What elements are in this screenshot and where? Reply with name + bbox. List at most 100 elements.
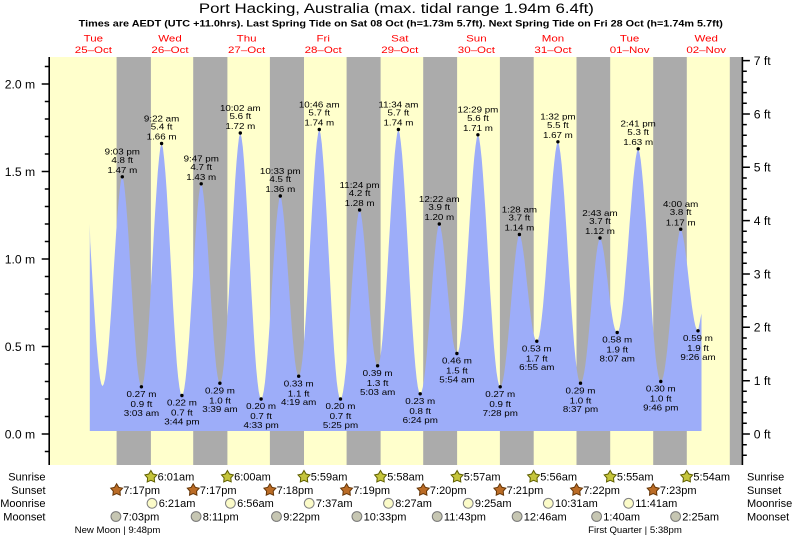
svg-text:Times are AEDT (UTC +11.0hrs).: Times are AEDT (UTC +11.0hrs). Last Spri… — [79, 19, 723, 29]
svg-text:0.7 ft: 0.7 ft — [171, 409, 193, 418]
svg-text:7:18pm: 7:18pm — [277, 485, 314, 497]
svg-text:6:56am: 6:56am — [237, 498, 274, 510]
svg-text:1.5 ft: 1.5 ft — [446, 367, 468, 376]
svg-text:5:59am: 5:59am — [311, 472, 348, 484]
svg-text:0.27 m: 0.27 m — [485, 390, 515, 399]
svg-text:2:25am: 2:25am — [682, 511, 719, 523]
svg-text:12:22 am: 12:22 am — [419, 195, 460, 204]
svg-text:5.4 ft: 5.4 ft — [151, 122, 173, 131]
svg-text:Sunset: Sunset — [11, 485, 45, 497]
svg-text:5.7 ft: 5.7 ft — [308, 108, 330, 117]
svg-text:5 ft: 5 ft — [754, 161, 772, 175]
svg-text:10:02 am: 10:02 am — [220, 104, 261, 113]
svg-text:8:37 pm: 8:37 pm — [563, 405, 598, 414]
svg-text:1.0 ft: 1.0 ft — [570, 396, 592, 405]
svg-text:4 ft: 4 ft — [754, 214, 772, 228]
svg-text:5:57am: 5:57am — [464, 472, 501, 484]
svg-text:26–Oct: 26–Oct — [151, 46, 188, 56]
svg-text:2.0 m: 2.0 m — [5, 77, 35, 91]
svg-text:0.27 m: 0.27 m — [126, 390, 156, 399]
svg-text:Fri: Fri — [316, 34, 329, 44]
svg-text:Sun: Sun — [466, 34, 487, 44]
svg-text:0.53 m: 0.53 m — [522, 344, 552, 353]
svg-text:9:22pm: 9:22pm — [283, 511, 320, 523]
svg-text:7:37am: 7:37am — [316, 498, 353, 510]
svg-text:11:34 am: 11:34 am — [378, 100, 418, 109]
svg-text:3.9 ft: 3.9 ft — [428, 203, 450, 212]
svg-text:0.30 m: 0.30 m — [646, 385, 676, 394]
svg-text:5.5 ft: 5.5 ft — [547, 121, 569, 130]
svg-text:Wed: Wed — [158, 34, 182, 44]
svg-text:4.7 ft: 4.7 ft — [190, 163, 212, 172]
svg-text:1 ft: 1 ft — [754, 374, 772, 388]
svg-text:7:28 pm: 7:28 pm — [483, 409, 518, 418]
svg-text:5.3 ft: 5.3 ft — [627, 128, 649, 137]
svg-text:1.12 m: 1.12 m — [585, 227, 615, 236]
svg-text:7:03pm: 7:03pm — [123, 511, 160, 523]
svg-text:1:32 pm: 1:32 pm — [540, 113, 575, 122]
svg-text:0.5 m: 0.5 m — [5, 340, 35, 354]
svg-text:9:25am: 9:25am — [475, 498, 512, 510]
svg-text:8:11pm: 8:11pm — [203, 511, 239, 523]
svg-text:27–Oct: 27–Oct — [228, 46, 265, 56]
svg-text:1.71 m: 1.71 m — [463, 124, 493, 133]
svg-text:1.36 m: 1.36 m — [265, 185, 295, 194]
svg-text:0.29 m: 0.29 m — [205, 386, 235, 395]
svg-text:Sunset: Sunset — [747, 485, 781, 497]
svg-text:11:24 pm: 11:24 pm — [340, 181, 380, 190]
svg-text:Sat: Sat — [391, 34, 408, 44]
svg-text:1.43 m: 1.43 m — [186, 173, 216, 182]
svg-text:0.39 m: 0.39 m — [363, 369, 393, 378]
svg-text:Moonset: Moonset — [3, 511, 45, 523]
svg-text:Sunrise: Sunrise — [747, 472, 784, 484]
svg-text:7:20pm: 7:20pm — [430, 485, 467, 497]
svg-text:0.29 m: 0.29 m — [566, 386, 596, 395]
svg-text:5:56am: 5:56am — [540, 472, 577, 484]
svg-text:3 ft: 3 ft — [754, 267, 772, 281]
svg-text:1.20 m: 1.20 m — [424, 213, 454, 222]
svg-text:5:58am: 5:58am — [387, 472, 424, 484]
svg-text:0.22 m: 0.22 m — [167, 399, 197, 408]
svg-text:4:33 pm: 4:33 pm — [243, 421, 278, 430]
svg-text:Mon: Mon — [542, 34, 565, 44]
svg-text:11:43pm: 11:43pm — [444, 511, 486, 523]
svg-text:3:39 am: 3:39 am — [202, 405, 237, 414]
svg-text:9:47 pm: 9:47 pm — [184, 155, 219, 164]
svg-text:1.7 ft: 1.7 ft — [526, 354, 548, 363]
svg-text:9:46 pm: 9:46 pm — [643, 403, 678, 412]
svg-text:29–Oct: 29–Oct — [381, 46, 418, 56]
svg-text:0.7 ft: 0.7 ft — [250, 412, 272, 421]
svg-text:5.6 ft: 5.6 ft — [229, 112, 251, 121]
svg-text:0 ft: 0 ft — [754, 427, 772, 441]
svg-text:1.0 ft: 1.0 ft — [209, 396, 231, 405]
svg-text:10:46 am: 10:46 am — [299, 100, 340, 109]
svg-text:Moonset: Moonset — [747, 511, 789, 523]
svg-text:30–Oct: 30–Oct — [458, 46, 495, 56]
svg-text:Sunrise: Sunrise — [8, 472, 45, 484]
svg-text:7:17pm: 7:17pm — [200, 485, 237, 497]
svg-text:25–Oct: 25–Oct — [75, 46, 112, 56]
svg-text:1.74 m: 1.74 m — [304, 119, 334, 128]
svg-text:1.17 m: 1.17 m — [666, 218, 696, 227]
svg-text:4.5 ft: 4.5 ft — [269, 175, 291, 184]
svg-text:Wed: Wed — [694, 34, 718, 44]
svg-text:0.46 m: 0.46 m — [442, 357, 472, 366]
svg-text:2 ft: 2 ft — [754, 321, 772, 335]
svg-text:7:22pm: 7:22pm — [583, 485, 620, 497]
svg-text:1.9 ft: 1.9 ft — [687, 344, 709, 353]
svg-text:6:55 am: 6:55 am — [519, 363, 554, 372]
svg-text:3:03 am: 3:03 am — [124, 409, 159, 418]
svg-text:6:01am: 6:01am — [158, 472, 195, 484]
svg-text:0.7 ft: 0.7 ft — [330, 412, 352, 421]
svg-text:5:25 pm: 5:25 pm — [323, 421, 358, 430]
svg-text:9:26 am: 9:26 am — [680, 353, 715, 362]
svg-text:5:55am: 5:55am — [617, 472, 654, 484]
svg-text:Tue: Tue — [84, 34, 104, 44]
svg-text:9:22 am: 9:22 am — [144, 114, 179, 123]
svg-text:Thu: Thu — [237, 34, 257, 44]
svg-text:First Quarter | 5:38pm: First Quarter | 5:38pm — [588, 525, 682, 536]
svg-text:0.58 m: 0.58 m — [602, 336, 632, 345]
svg-text:1.1 ft: 1.1 ft — [288, 389, 310, 398]
svg-text:3.7 ft: 3.7 ft — [589, 217, 611, 226]
svg-text:1.14 m: 1.14 m — [504, 224, 534, 233]
